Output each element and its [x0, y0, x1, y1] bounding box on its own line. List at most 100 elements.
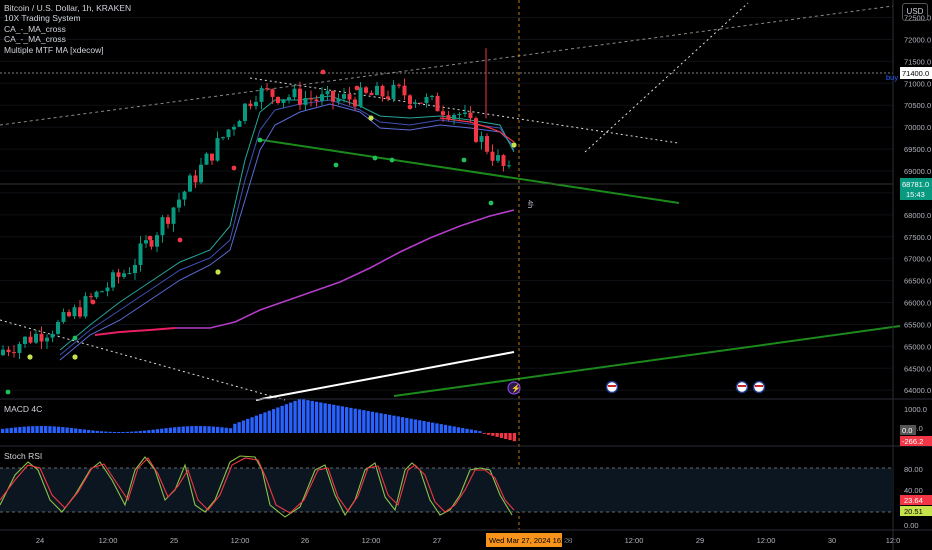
candle-body — [111, 272, 115, 288]
candle-body — [56, 321, 60, 334]
candle-body — [380, 85, 385, 97]
candle-body — [446, 115, 451, 120]
price-tick-label: 64000.0 — [904, 386, 931, 395]
macd-bar — [383, 414, 387, 433]
dotted-upper-channel-line — [0, 5, 894, 126]
time-tick-label: 29 — [696, 536, 704, 545]
macd-bar — [48, 426, 52, 433]
price-badges: 71400.0 buy 68781.0 15:43 0.0 -266.2 23.… — [886, 67, 932, 516]
macd-bar — [108, 431, 112, 433]
candle-body — [100, 291, 104, 293]
macd-bar — [353, 408, 357, 433]
macd-bar — [82, 429, 86, 433]
candle-body — [6, 349, 11, 353]
buy-signal-dot — [368, 115, 374, 121]
stoch-k-line — [0, 455, 513, 518]
candle-body — [28, 336, 33, 343]
macd-bar — [117, 431, 121, 433]
time-tick-label: 12:00 — [362, 536, 381, 545]
macd-bar — [61, 427, 65, 433]
macd-bar — [44, 426, 48, 433]
candle-body — [226, 129, 231, 138]
macd-bar — [246, 418, 250, 433]
ma-red-short — [439, 117, 515, 143]
time-tick-label: 30 — [828, 536, 836, 545]
candle-body — [237, 120, 242, 127]
macd-zero-badge: 0.0 — [902, 426, 912, 435]
macd-bar — [413, 419, 418, 433]
sell-signal-dot — [407, 104, 413, 110]
macd-bar — [112, 431, 117, 433]
candle-body — [83, 296, 88, 317]
macd-pane-label[interactable]: MACD 4C — [4, 404, 43, 414]
candle-body — [496, 155, 500, 161]
candle-body — [1, 349, 5, 356]
macd-bar — [194, 426, 198, 433]
candle-body — [336, 98, 341, 102]
indicator-label-3[interactable]: CA_-_MA_cross — [4, 34, 66, 45]
price-tick-label: 67500.0 — [904, 233, 931, 242]
candle-body — [67, 312, 71, 317]
macd-bar — [26, 426, 31, 433]
price-tick-label: 70000.0 — [904, 123, 931, 132]
chart-legend[interactable]: Bitcoin / U.S. Dollar, 1h, KRAKEN 10X Tr… — [4, 3, 131, 55]
stoch-pane-label[interactable]: Stoch RSI — [4, 451, 43, 461]
candle-body — [17, 343, 22, 353]
candle-body — [61, 312, 66, 322]
candle-body — [138, 243, 143, 265]
macd-bar — [190, 426, 194, 433]
macd-bar — [74, 428, 78, 433]
candle-body — [292, 88, 297, 98]
macd-bar — [319, 402, 323, 433]
macd-bar — [233, 423, 237, 433]
candle-body — [270, 89, 275, 97]
macd-bar — [478, 431, 482, 433]
candle-body — [215, 138, 220, 161]
indicator-label-2[interactable]: CA_-_MA_cross — [4, 23, 66, 34]
time-axis[interactable]: 24 12:00 25 12:00 26 12:00 27 28 12:00 29 12:00 30 1… — [36, 536, 900, 545]
last-price-badge: 68781.0 — [902, 180, 929, 189]
candle-body — [314, 99, 319, 101]
green-signal-dot — [257, 137, 263, 143]
sell-signal-dot — [354, 85, 360, 91]
time-tick-label: 12:00 — [757, 536, 776, 545]
indicator-tick-label: 0.00 — [904, 521, 919, 530]
crosshair-price-badge: 71400.0 — [902, 69, 929, 78]
price-tick-label: 71500.0 — [904, 57, 931, 66]
green-signal-dot — [461, 157, 467, 163]
sell-signal-dot — [231, 165, 237, 171]
green-trend-line-upper — [261, 139, 680, 204]
candle-body — [166, 217, 170, 224]
macd-bar — [340, 406, 344, 433]
macd-bar — [495, 433, 499, 437]
macd-bar — [198, 426, 203, 433]
candle-body — [276, 96, 280, 103]
candle-body — [182, 191, 187, 200]
candlestick-series — [1, 48, 511, 360]
candle-body — [105, 287, 110, 292]
macd-bar — [306, 400, 310, 433]
macd-value-badge: -266.2 — [902, 437, 923, 446]
macd-bar — [392, 415, 396, 433]
candle-body — [479, 136, 484, 142]
time-tick-label: 12:0 — [886, 536, 901, 545]
ma-blue-2 — [59, 99, 515, 356]
macd-bar — [302, 399, 306, 433]
macd-bar — [396, 416, 400, 433]
candle-body — [193, 175, 198, 183]
symbol-title[interactable]: Bitcoin / U.S. Dollar, 1h, KRAKEN — [4, 3, 132, 13]
macd-bar — [297, 399, 301, 433]
lightning-event-icon — [507, 381, 521, 395]
indicator-label-4[interactable]: Multiple MTF MA [xdecow] — [4, 44, 104, 55]
currency-button[interactable]: USD — [902, 3, 928, 21]
dotted-diagonal-line — [584, 2, 749, 153]
price-tick-label: 64500.0 — [904, 364, 931, 373]
indicator-label-1[interactable]: 10X Trading System — [4, 13, 81, 24]
candle-body — [342, 94, 346, 99]
macd-bar — [400, 417, 405, 433]
candle-body — [408, 95, 412, 104]
event-markers[interactable]: ⚡ — [507, 380, 766, 395]
candle-body — [188, 175, 192, 192]
macd-bar — [276, 407, 280, 433]
